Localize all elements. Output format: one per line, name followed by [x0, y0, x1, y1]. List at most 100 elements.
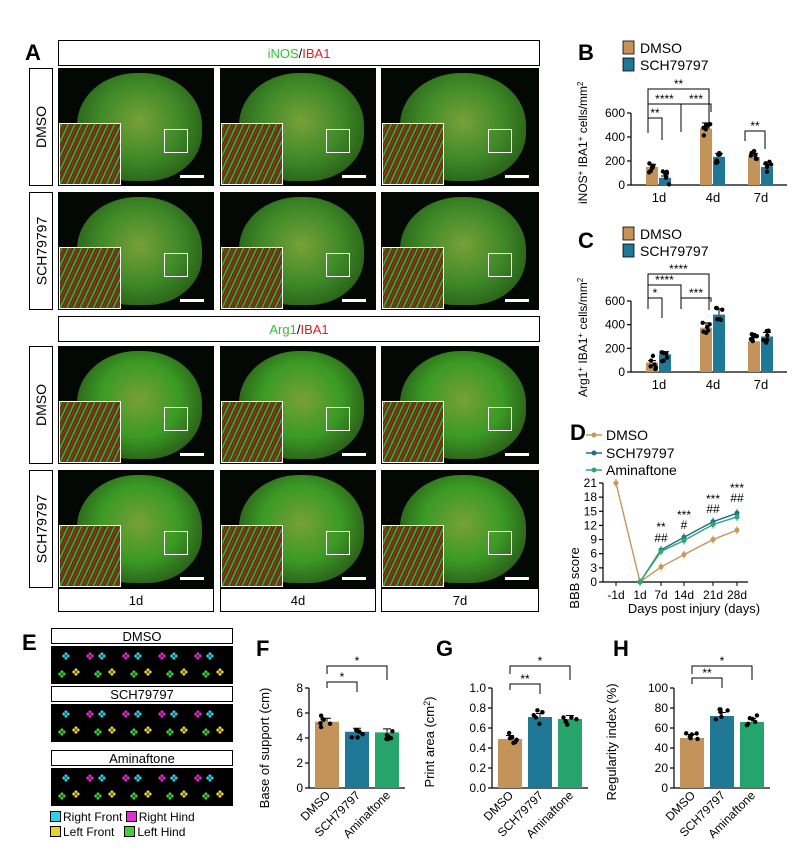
- paw-print-icon: ❖: [129, 727, 139, 739]
- legend-label-amin: Aminaftone: [606, 462, 677, 478]
- significance-1-label: *: [538, 654, 543, 668]
- microscopy-image: [381, 346, 539, 464]
- legend-marker-sch: [591, 450, 597, 456]
- paw-print-icon: ❖: [165, 727, 175, 739]
- y-tick-label: 15: [584, 504, 598, 518]
- legend-marker-amin: [591, 467, 597, 473]
- data-point: [715, 159, 720, 165]
- x-tick-label: -1d: [607, 588, 624, 602]
- paw-print-icon: ❖: [205, 773, 215, 785]
- significance-1-label: *: [720, 654, 725, 668]
- panel-label-g: G: [436, 636, 454, 661]
- region-of-interest-box: [326, 531, 351, 556]
- y-tick-label: 0.8: [469, 701, 486, 715]
- bar-sch79797: [710, 716, 734, 788]
- header-red-text: IBA1: [302, 45, 331, 61]
- header-green-text: iNOS: [267, 45, 299, 61]
- magnified-inset: [59, 247, 121, 309]
- paw-print-icon: ❖: [201, 791, 211, 803]
- significance-1-bracket: [509, 665, 571, 680]
- gait-condition-label: SCH79797: [51, 686, 233, 702]
- data-point: [648, 364, 653, 369]
- gait-condition-label: DMSO: [51, 628, 233, 644]
- data-point: [749, 332, 755, 337]
- data-point: [535, 708, 540, 713]
- data-point: [664, 170, 670, 176]
- bar-dmso: [680, 738, 704, 788]
- footprint-track: ❖ ❖ ❖ ❖ ❖ ❖ ❖ ❖ ❖ ❖ ❖ ❖ ❖ ❖ ❖ ❖ ❖ ❖ ❖: [51, 646, 233, 684]
- microscopy-image: [58, 68, 214, 186]
- magnified-inset: [221, 247, 283, 309]
- data-point: [746, 721, 751, 726]
- chart-c-legend: DMSO SCH79797: [622, 226, 709, 259]
- y-tick-label: 400: [605, 318, 625, 332]
- paw-print-icon: ❖: [129, 669, 139, 681]
- footprint-track: ❖ ❖ ❖ ❖ ❖ ❖ ❖ ❖ ❖ ❖ ❖ ❖ ❖ ❖ ❖ ❖ ❖ ❖ ❖: [51, 768, 233, 806]
- paw-print-icon: ❖: [165, 669, 175, 681]
- y-tick-label: 0.0: [469, 781, 486, 795]
- data-point: [540, 710, 545, 715]
- paw-print-icon: ❖: [143, 725, 153, 737]
- legend-label-dmso: DMSO: [640, 40, 682, 56]
- paw-print-icon: ❖: [93, 669, 103, 681]
- paw-print-icon: ❖: [169, 773, 179, 785]
- y-tick-label: 6: [590, 547, 597, 561]
- legend-left-hind: Left Hind: [124, 825, 185, 839]
- data-point: [349, 735, 354, 740]
- data-point: [681, 552, 687, 558]
- data-point: [565, 722, 570, 727]
- data-point: [750, 336, 755, 341]
- paw-print-icon: ❖: [97, 773, 107, 785]
- y-tick-label: 40: [655, 741, 669, 755]
- paw-print-icon: ❖: [169, 709, 179, 721]
- data-point: [355, 735, 360, 740]
- region-of-interest-box: [164, 407, 189, 432]
- magnified-inset: [382, 247, 444, 309]
- paw-print-icon: ❖: [129, 791, 139, 803]
- significance-3-bracket: [647, 88, 710, 133]
- data-point: [734, 527, 740, 533]
- significance-2-label: ***: [689, 92, 703, 106]
- significance-4-bracket: [744, 130, 766, 149]
- data-point: [764, 340, 769, 345]
- header-red-text: IBA1: [300, 321, 329, 337]
- y-tick-label: 0: [661, 781, 668, 795]
- magnified-inset: [221, 123, 283, 185]
- data-point: [390, 728, 395, 734]
- significance-1-label: ****: [655, 92, 674, 106]
- chart-c: DMSO SCH79797 Arg1+ IBA1+ cells/mm2 0 200…: [576, 226, 787, 397]
- data-point: [705, 328, 711, 333]
- data-point: [613, 480, 619, 486]
- y-tick-label: 600: [605, 106, 625, 120]
- data-point: [574, 717, 579, 722]
- x-tick-label: 4d: [706, 377, 720, 392]
- bar-dmso: [498, 739, 522, 788]
- significance-1-bracket: [691, 665, 753, 680]
- column-label-7d: 7d: [381, 588, 539, 612]
- panel-label-a: A: [25, 40, 41, 65]
- data-point: [513, 739, 518, 745]
- significance-3-label: **: [674, 77, 684, 91]
- bar-dmso: [748, 156, 760, 185]
- x-tick-label: 7d: [654, 588, 667, 602]
- microscopy-image: [220, 470, 376, 588]
- legend-label-sch: SCH79797: [606, 445, 675, 461]
- paw-print-icon: ❖: [57, 669, 67, 681]
- paw-print-icon: ❖: [193, 709, 203, 721]
- y-tick-label: 1.0: [469, 681, 486, 695]
- bar-sch79797: [761, 336, 773, 372]
- legend-swatch-dmso: [622, 40, 635, 55]
- panel-label-d: D: [570, 420, 586, 445]
- significance-0-label: **: [520, 672, 530, 686]
- data-point: [318, 720, 323, 726]
- y-tick-label: 60: [655, 721, 669, 735]
- right-hind-swatch: [125, 811, 137, 822]
- row-label-arg1-dmso: DMSO: [29, 346, 53, 464]
- region-of-interest-box: [164, 531, 189, 556]
- data-point: [717, 317, 722, 322]
- row-label-inos-dmso: DMSO: [29, 68, 53, 186]
- y-tick-label: 2: [296, 756, 303, 770]
- paw-print-icon: ❖: [57, 791, 67, 803]
